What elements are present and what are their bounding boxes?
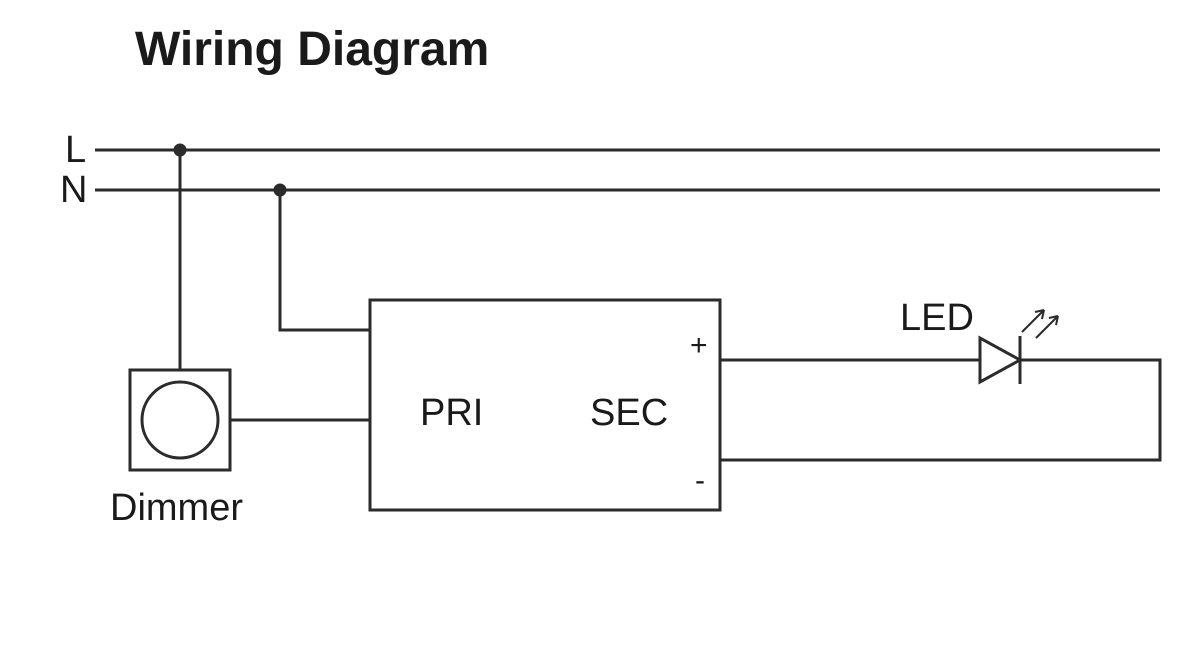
label-dimmer: Dimmer [110,487,243,529]
label-L: L [65,129,86,171]
label-minus: - [695,464,705,497]
label-plus: + [690,329,708,362]
diagram-title: Wiring Diagram [135,23,489,76]
label-led: LED [900,297,974,339]
label-sec: SEC [590,392,668,434]
label-pri: PRI [420,392,483,434]
label-N: N [60,169,87,211]
